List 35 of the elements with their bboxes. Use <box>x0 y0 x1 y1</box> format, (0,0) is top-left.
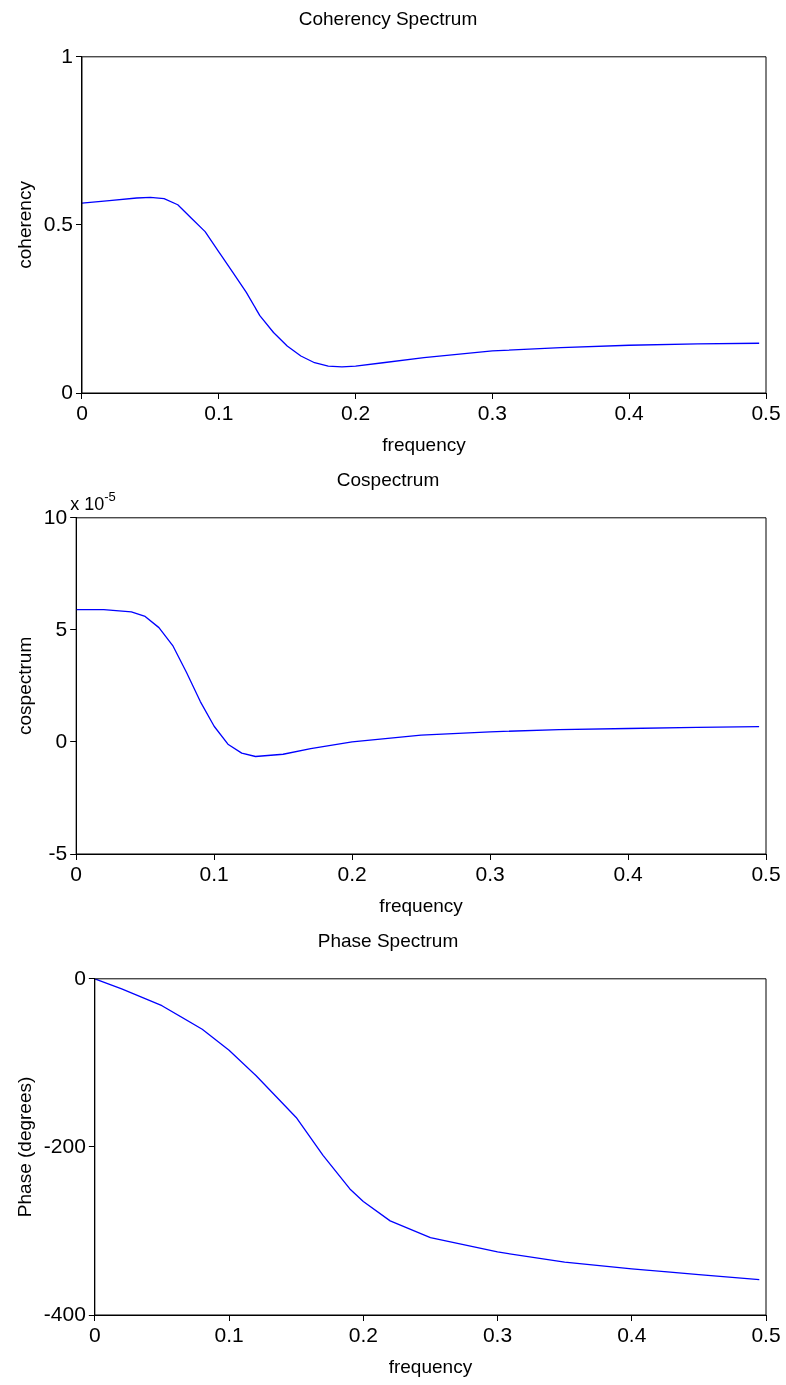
y-tick-label: 1 <box>61 43 73 67</box>
x-tick-label: 0.5 <box>751 401 781 425</box>
x-tick-label: 0.3 <box>482 1323 513 1347</box>
y-tick-label: 10 <box>43 504 68 528</box>
x-tick-label: 0.4 <box>613 862 643 886</box>
y-axis-title: coherency <box>13 180 35 269</box>
y-axis-title: cospectrum <box>13 636 35 735</box>
y-tick-label: 0.5 <box>43 211 73 235</box>
x-tick-label: 0.2 <box>340 401 371 425</box>
y-axis-title: Phase (degrees) <box>13 1076 35 1218</box>
x-axis-title: frequency <box>388 1355 473 1377</box>
x-tick-label: 0.4 <box>614 401 645 425</box>
y-tick-label: 0 <box>74 965 86 989</box>
x-tick-label: 0 <box>88 1323 101 1347</box>
x-tick-label: 0.3 <box>475 862 505 886</box>
x-tick-label: 0.1 <box>214 1323 244 1347</box>
x-axis-title: frequency <box>382 433 467 455</box>
y-tick-label: -5 <box>48 840 68 864</box>
x-tick-label: 0.1 <box>204 401 234 425</box>
y-tick-label: 0 <box>55 728 68 752</box>
x-tick-label: 0.2 <box>348 1323 378 1347</box>
y-tick-label: -400 <box>43 1301 86 1325</box>
y-tick-label: 0 <box>61 379 73 403</box>
x-tick-label: 0.5 <box>751 1323 781 1347</box>
x-tick-label: 0.2 <box>337 862 367 886</box>
x-axis-title: frequency <box>379 894 464 916</box>
chart-title: Coherency Spectrum <box>298 7 478 29</box>
chart-title: Cospectrum <box>336 468 440 490</box>
x-tick-label: 0.3 <box>477 401 507 425</box>
x-tick-label: 0.1 <box>199 862 229 886</box>
chart-title: Phase Spectrum <box>317 929 459 951</box>
x-tick-label: 0.4 <box>617 1323 647 1347</box>
y-tick-label: -200 <box>43 1133 86 1157</box>
y-tick-label: 5 <box>55 616 68 640</box>
x-tick-label: 0.5 <box>751 862 781 886</box>
